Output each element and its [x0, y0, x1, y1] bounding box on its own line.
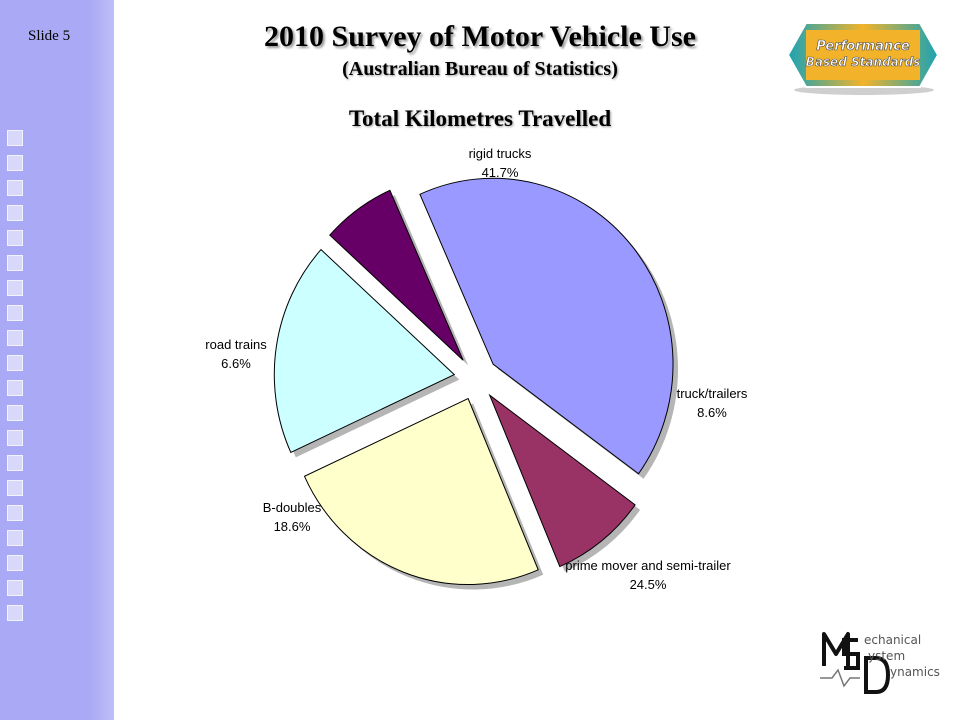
- sidebar-square: [7, 505, 23, 521]
- sidebar-square: [7, 530, 23, 546]
- pie-label-name-prime-mover-and-semi-trailer: prime mover and semi-trailer: [565, 558, 731, 573]
- sidebar-square: [7, 405, 23, 421]
- logo-word-system: ystem: [868, 649, 905, 663]
- sidebar-square: [7, 180, 23, 196]
- pie-label-name-rigid-trucks: rigid trucks: [469, 146, 532, 161]
- pie-label-name-b-doubles: B-doubles: [263, 500, 322, 515]
- sidebar-square: [7, 255, 23, 271]
- sidebar-square: [7, 480, 23, 496]
- sidebar-square: [7, 555, 23, 571]
- performance-based-standards-logo: Performance Based Standards: [786, 22, 940, 95]
- sidebar-square: [7, 330, 23, 346]
- logo-letter-m: [822, 632, 850, 666]
- sidebar-square: [7, 280, 23, 296]
- slide-number: Slide 5: [28, 28, 71, 44]
- page-subtitle: (Australian Bureau of Statistics): [342, 58, 618, 80]
- pie-labels: rigid trucks 41.7% truck/trailers 8.6% prime…: [205, 146, 748, 592]
- pie-label-name-truck-trailers: truck/trailers: [677, 386, 748, 401]
- pie-slice-truck-trailers: [488, 393, 636, 568]
- chart-title: Total Kilometres Travelled: [348, 106, 612, 131]
- pie-label-value-prime-mover-and-semi-trailer: 24.5%: [630, 577, 667, 592]
- logo-wave: [820, 668, 860, 688]
- sidebar-square: [7, 605, 23, 621]
- pie-label-value-b-doubles: 18.6%: [274, 519, 311, 534]
- pie-label-value-road-trains: 6.6%: [221, 356, 251, 371]
- sidebar-square: [7, 380, 23, 396]
- sidebar-square: [7, 205, 23, 221]
- pie-slice-rigid-trucks: [419, 177, 674, 475]
- logo-text-line1: Performance: [816, 39, 910, 54]
- sidebar-fade: [90, 0, 114, 720]
- page-title: 2010 Survey of Motor Vehicle Use: [264, 20, 696, 53]
- sidebar-square: [7, 580, 23, 596]
- mechanical-system-dynamics-logo: echanical ystem ynamics: [820, 632, 940, 694]
- sidebar-square: [7, 430, 23, 446]
- sidebar-square-column: [7, 130, 23, 630]
- sidebar-square: [7, 230, 23, 246]
- sidebar-square: [7, 130, 23, 146]
- pie-slice-road-trains: [329, 189, 464, 361]
- sidebar-square: [7, 355, 23, 371]
- pie-slices: [273, 177, 674, 586]
- pie-slice-prime-mover-and-semi-trailer: [303, 397, 539, 586]
- logo-word-dynamics: ynamics: [890, 665, 940, 679]
- logo-letter-d: [864, 656, 891, 694]
- sidebar-square: [7, 455, 23, 471]
- sidebar-square: [7, 155, 23, 171]
- logo-letter-s: [842, 638, 860, 670]
- pie-label-name-road-trains: road trains: [205, 337, 267, 352]
- logo-text-line2: Based Standards: [806, 55, 921, 69]
- sidebar-band: [0, 0, 114, 720]
- pie-slice-b-doubles: [273, 248, 456, 454]
- logo-center-panel: [806, 30, 920, 80]
- sidebar-square: [7, 305, 23, 321]
- pie-label-value-rigid-trucks: 41.7%: [482, 165, 519, 180]
- logo-word-mechanical: echanical: [864, 633, 921, 647]
- pie-label-value-truck-trailers: 8.6%: [697, 405, 727, 420]
